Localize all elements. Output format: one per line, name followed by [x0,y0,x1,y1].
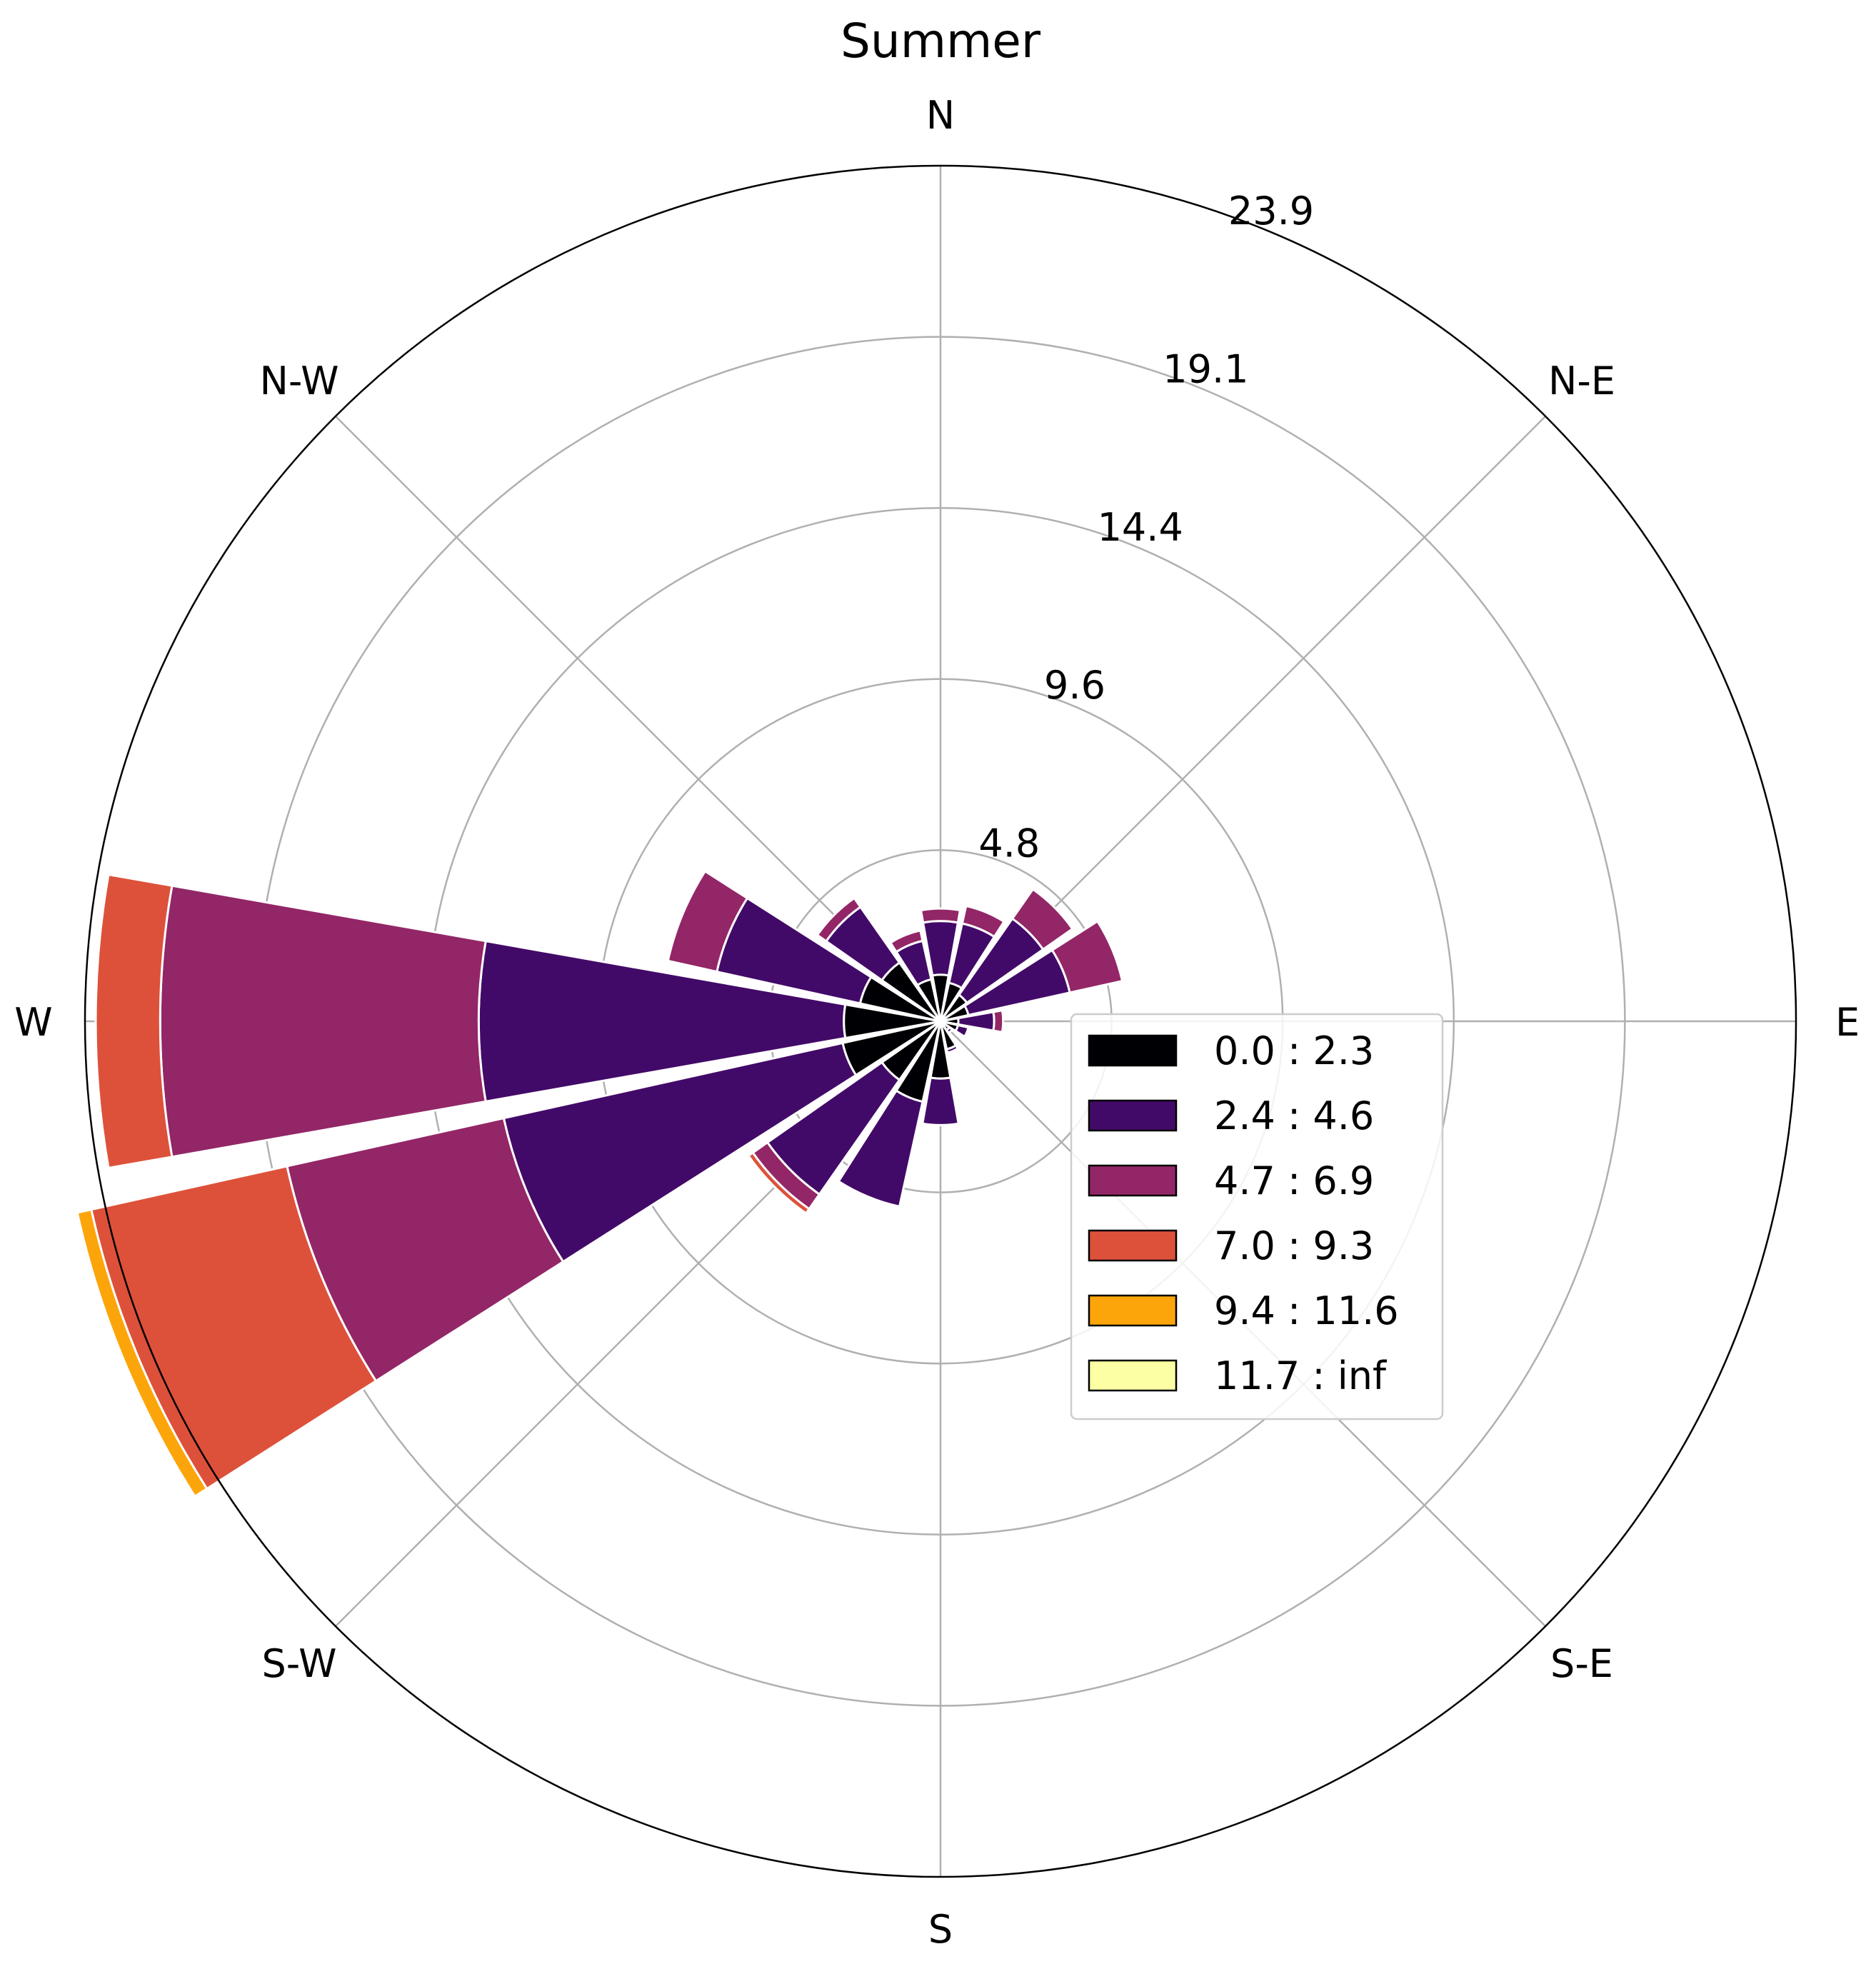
wind-bars [76,869,1124,1498]
bar-sector-4-bin-2 [992,1009,1005,1033]
bar-sector-1-bin-2 [960,904,1005,938]
legend-label-3: 7.0 : 9.3 [1214,1223,1374,1268]
bar-sector-11-bin-4 [76,1208,209,1498]
bar-sector-10-bin-3 [747,1151,811,1215]
bar-sector-15-bin-2 [888,929,924,953]
bar-sector-5-bin-2 [963,1026,972,1039]
legend-label-1: 2.4 : 4.6 [1214,1093,1374,1138]
legend: 0.0 : 2.3 2.4 : 4.6 4.7 : 6.9 7.0 : 9.3 9.4 … [1070,1013,1444,1421]
bar-sector-0-bin-2 [919,907,962,924]
legend-swatch-5 [1088,1359,1178,1392]
bar-sector-3-bin-2 [1050,919,1124,994]
outer-frame [84,164,1797,1878]
direction-label-e: E [1835,1000,1860,1045]
direction-label-s: S [928,1907,953,1952]
radial-tick-label-4: 19.1 [1163,347,1248,392]
bar-sector-8-bin-1 [921,1076,960,1126]
legend-label-5: 11.7 : inf [1214,1353,1388,1398]
direction-label-w: W [14,1000,52,1045]
radial-tick-label-1: 4.8 [978,821,1040,866]
axis-labels: N N-E E S-E S S-W W N-W 4.8 9.6 14.4 19.1 23.9 [14,93,1860,1952]
bar-sector-13-bin-2 [666,869,749,973]
legend-swatch-4 [1088,1294,1178,1327]
legend-swatch-0 [1088,1034,1178,1067]
legend-label-4: 9.4 : 11.6 [1214,1288,1399,1333]
direction-label-n-w: N-W [259,359,338,404]
chart-title: Summer [841,14,1041,69]
direction-label-n: N [926,93,955,138]
legend-swatch-2 [1088,1164,1178,1197]
bar-sector-2-bin-2 [1010,888,1074,951]
bar-sector-7-bin-1 [945,1043,960,1054]
direction-label-n-e: N-E [1548,359,1615,404]
bar-sector-12-bin-3 [94,873,174,1170]
bar-sector-9-bin-1 [837,1089,924,1208]
legend-label-2: 4.7 : 6.9 [1214,1158,1374,1203]
legend-label-0: 0.0 : 2.3 [1214,1028,1374,1073]
legend-swatch-3 [1088,1229,1178,1262]
radial-tick-label-5: 23.9 [1228,189,1314,234]
bar-sector-14-bin-2 [816,896,862,943]
radial-tick-label-2: 9.6 [1044,663,1105,708]
direction-label-s-w: S-W [262,1641,337,1686]
direction-label-s-e: S-E [1550,1641,1613,1686]
radial-tick-label-3: 14.4 [1098,505,1183,550]
legend-swatch-1 [1088,1099,1178,1132]
